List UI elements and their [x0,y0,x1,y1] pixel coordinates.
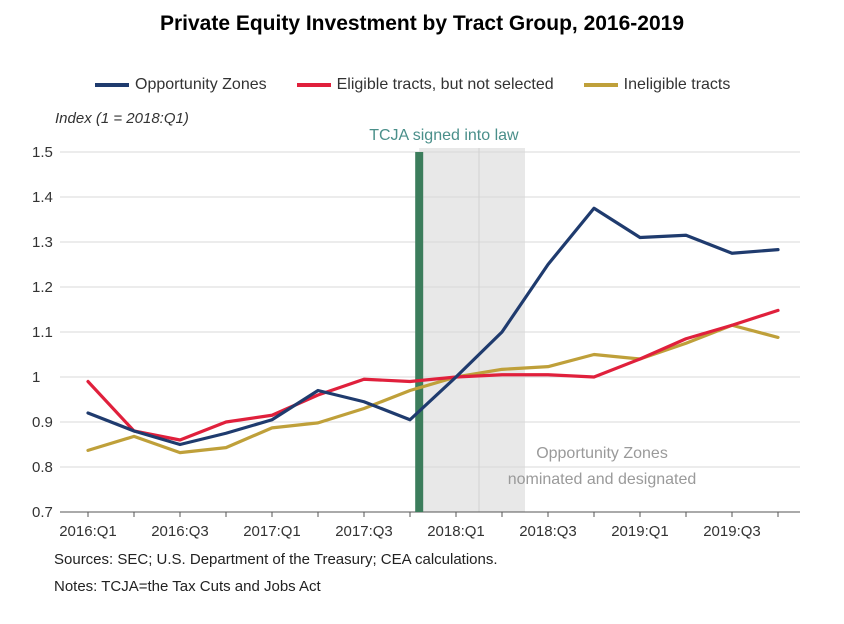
series-line-opportunity-zones [86,206,780,447]
x-tick-label: 2019:Q3 [703,523,761,540]
x-tick-label: 2018:Q1 [427,523,485,540]
y-tick-label: 1.5 [32,144,53,161]
sources-note: Sources: SEC; U.S. Department of the Tre… [54,551,498,568]
x-tick-label: 2016:Q3 [151,523,209,540]
legend-item: Ineligible tracts [583,76,731,94]
x-tick-label: 2017:Q3 [335,523,393,540]
legend-item: Opportunity Zones [95,76,267,94]
legend-label: Eligible tracts, but not selected [336,76,554,93]
x-tick-label: 2019:Q1 [611,523,669,540]
y-tick-label: 1.2 [32,279,53,296]
y-tick-label: 0.9 [32,414,53,431]
legend-swatch [296,83,331,87]
x-tick-label: 2016:Q1 [59,523,117,540]
y-tick-label: 1.3 [32,234,53,251]
x-tick-label: 2017:Q1 [243,523,301,540]
tcja-line [415,152,424,512]
notes-text: Notes: TCJA=the Tax Cuts and Jobs Act [54,578,321,595]
legend-swatch [583,83,618,87]
y-tick-label: 1 [32,369,40,386]
y-tick-label: 0.8 [32,459,53,476]
legend-label: Opportunity Zones [135,76,267,93]
y-tick-label: 0.7 [32,504,53,521]
legend-swatch [95,83,129,87]
y-axis-label: Index (1 = 2018:Q1) [55,110,189,127]
legend-label: Ineligible tracts [623,76,731,93]
x-tick-label: 2018:Q3 [519,523,577,540]
tcja-label: TCJA signed into law [369,127,519,144]
legend-item: Eligible tracts, but not selected [296,76,554,94]
y-tick-label: 1.4 [32,189,53,206]
oz-label-line2: nominated and designated [508,471,697,488]
oz-label-line1: Opportunity Zones [536,445,668,462]
series-line-eligible-tracts-but-not-selected [86,308,780,442]
series-line-ineligible-tracts [86,323,780,455]
oz-period-shade [419,148,525,512]
y-tick-label: 1.1 [32,324,53,341]
chart-title: Private Equity Investment by Tract Group… [159,12,685,35]
legend: Opportunity Zones Eligible tracts, but no… [95,74,730,96]
